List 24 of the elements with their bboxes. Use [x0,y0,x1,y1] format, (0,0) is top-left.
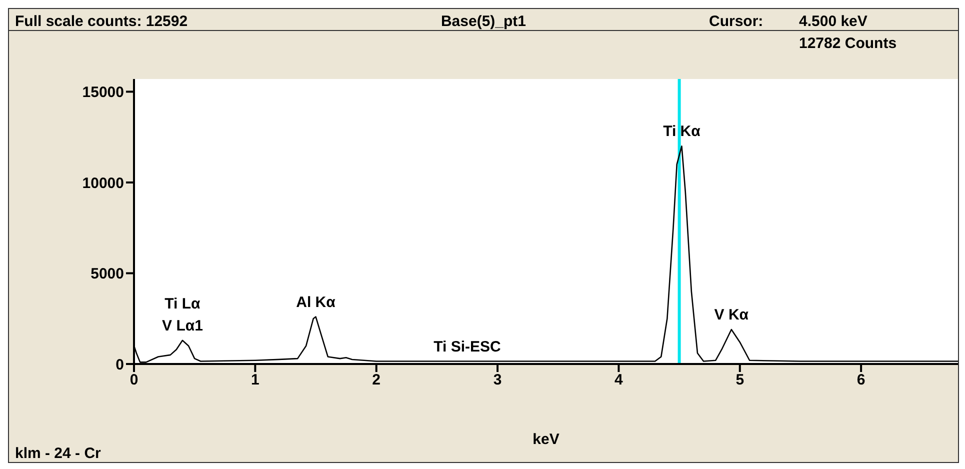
x-tick-label: 0 [130,372,138,389]
annotation: V Lα1 [162,317,203,334]
annotation: Al Kα [296,294,336,311]
x-tick-label: 5 [736,372,744,389]
text: Cursor: [709,13,764,30]
chart-title: Base(5)_pt1 [440,13,526,30]
text: 12782 Counts [799,35,897,52]
x-tick-label: 6 [856,372,866,389]
x-axis-title: keV [532,431,560,448]
text: klm - 24 - Cr [15,445,101,462]
annotation: Ti Kα [663,123,702,140]
x-tick-label: 3 [493,372,502,389]
text: Full scale counts: 12592 [15,13,188,30]
annotation: Ti Si-ESC [434,338,502,356]
x-tick-label: 4 [614,372,624,389]
x-tick-label: 2 [372,372,381,389]
text: 4.500 keV [799,13,868,30]
y-tick-label: 5000 [90,266,124,283]
y-tick-label: 15000 [82,84,124,102]
annotation: V Kα [714,306,750,324]
y-tick-label: 10000 [82,174,124,192]
annotation: Ti Lα [164,295,202,312]
x-tick-label: 1 [251,372,260,389]
y-tick-label: 0 [116,356,124,374]
